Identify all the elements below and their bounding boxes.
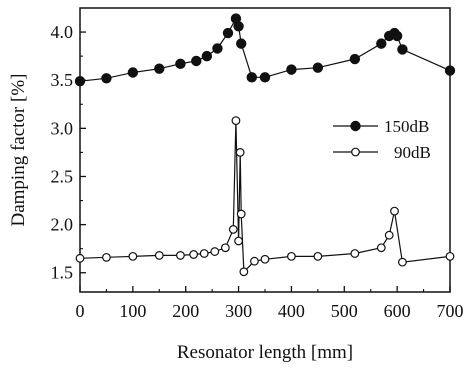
data-point [287,251,296,261]
series-150dB [74,13,456,87]
x-tick-label: 700 [437,301,464,321]
data-point [201,50,213,62]
data-point [313,251,323,261]
data-point [246,72,257,83]
data-point [349,53,361,65]
legend-marker [351,147,360,157]
y-tick-label: 3.0 [51,118,74,138]
data-point [101,73,112,84]
data-point [191,55,202,67]
data-point [259,72,271,83]
data-point [127,67,139,78]
x-tick-label: 0 [76,301,85,321]
data-point [175,58,186,70]
legend-label: 150dB [384,117,429,136]
y-tick-label: 4.0 [51,22,74,42]
data-point [376,38,387,49]
x-tick-label: 400 [278,301,305,321]
data-point [239,267,249,277]
data-point [312,62,324,73]
x-tick-label: 500 [331,301,358,321]
legend: 150dB 90dB [333,117,431,162]
x-tick-label: 600 [384,301,411,321]
data-point [210,247,220,256]
data-point [212,43,223,54]
data-point [250,256,259,266]
legend-marker [350,120,361,132]
data-point [189,250,199,259]
data-point [236,209,246,219]
data-point [128,251,138,261]
data-point [231,116,241,126]
y-tick-label: 1.5 [51,263,74,283]
data-point [235,148,245,157]
data-point [75,253,85,263]
data-point [154,251,164,260]
data-point [384,230,394,240]
data-point [233,21,244,32]
data-point [220,243,230,253]
data-point [228,225,238,234]
data-point [350,249,360,258]
data-point [199,249,209,258]
legend-label: 90dB [394,143,431,162]
series-90dB [75,116,455,277]
data-point [286,64,297,75]
data-point [222,27,234,39]
data-point [397,44,408,55]
y-tick-label: 3.5 [51,70,74,90]
data-point [74,75,86,87]
x-tick-label: 200 [172,301,199,321]
series-layer [74,13,456,277]
data-point [234,236,243,246]
data-point [102,252,111,262]
y-tick-label: 2.5 [51,166,74,186]
x-tick-label: 300 [225,301,252,321]
data-point [154,63,165,74]
data-point [391,30,403,42]
y-axis: 1.5 2.0 2.5 3.0 3.5 4.0 [51,22,86,283]
data-point [260,254,270,264]
y-tick-label: 2.0 [51,215,74,235]
data-point [444,65,456,76]
x-tick-label: 100 [119,301,146,321]
data-point [445,251,455,261]
data-point [390,206,399,216]
data-point [376,243,386,253]
data-point [398,257,407,267]
data-point [176,251,185,260]
x-axis: 0 100 200 300 400 500 600 700 [76,286,464,321]
x-axis-label: Resonator length [mm] [177,342,353,363]
data-point [236,38,247,49]
y-axis-label: Damping factor [%] [8,74,29,227]
